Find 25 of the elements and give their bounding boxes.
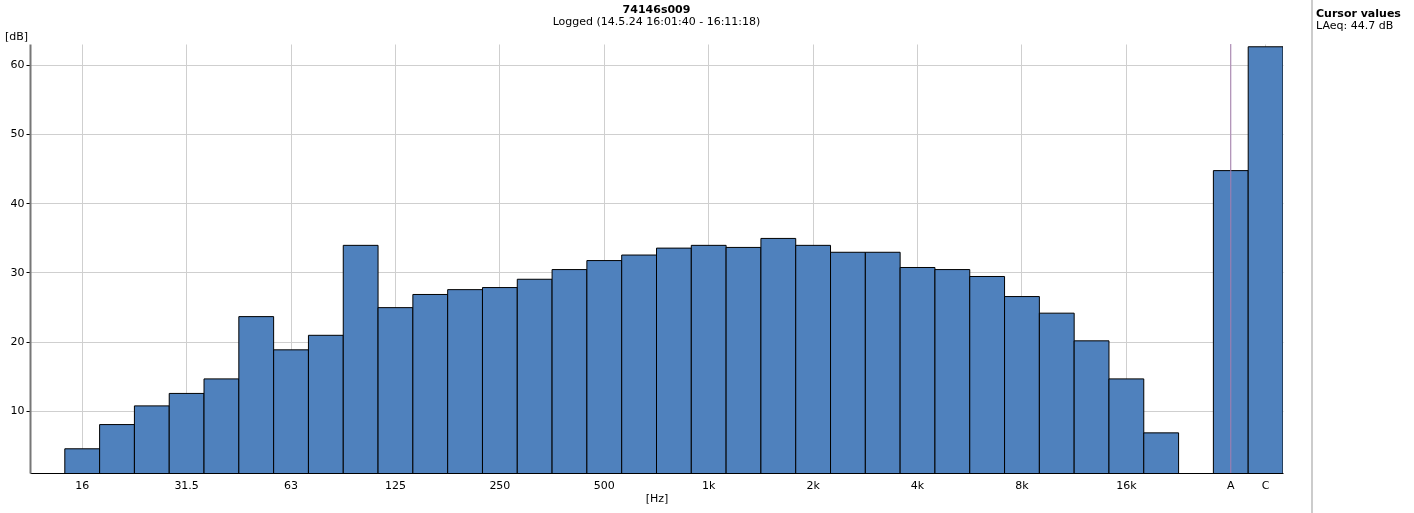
x-axis-title: [Hz] xyxy=(645,491,669,505)
x-tick-label: 31.5 xyxy=(174,478,199,492)
chart-title: 74146s009 xyxy=(622,3,691,16)
x-tick-label: C xyxy=(1261,478,1270,492)
y-tick-label: 30 xyxy=(10,265,25,279)
y-tick-label: 50 xyxy=(10,127,25,141)
x-tick-label: 4k xyxy=(910,478,925,492)
x-tick-label: 1k xyxy=(702,478,717,492)
x-tick-label: A xyxy=(1227,478,1236,492)
y-tick-label: 60 xyxy=(10,58,25,72)
x-tick-label: 63 xyxy=(284,478,299,492)
x-tick-label: 250 xyxy=(489,478,511,492)
y-axis-title: [dB] xyxy=(4,30,28,43)
x-tick-label: 125 xyxy=(384,478,406,492)
x-tick-label: 500 xyxy=(593,478,615,492)
x-tick-label: 16k xyxy=(1116,478,1138,492)
x-tick-label: 8k xyxy=(1015,478,1030,492)
y-tick-label: 40 xyxy=(10,196,25,210)
text: Cursor values xyxy=(1316,7,1401,20)
y-tick-label: 10 xyxy=(10,404,25,418)
chart-subtitle: Logged (14.5.24 16:01:40 - 16:11:18) xyxy=(552,15,761,28)
y-tick-label: 20 xyxy=(10,335,25,349)
x-tick-label: 2k xyxy=(806,478,821,492)
text: LAeq: 44.7 dB xyxy=(1316,19,1395,32)
x-tick-label: 16 xyxy=(75,478,90,492)
